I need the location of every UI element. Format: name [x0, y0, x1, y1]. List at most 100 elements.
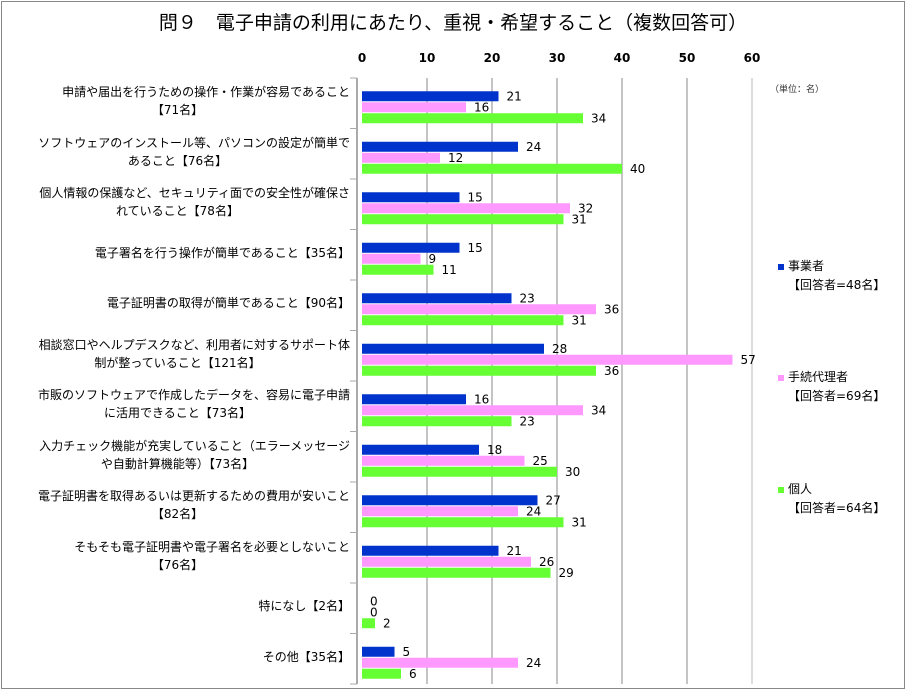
bar-1	[362, 102, 466, 113]
category-label: ソフトウェアのインストール等、パソコンの設定が簡単であること【76名】	[5, 134, 350, 170]
bar-2	[362, 517, 564, 528]
data-label: 57	[741, 353, 756, 367]
legend-note: 【回答者=48名】	[788, 278, 886, 292]
data-label: 0	[370, 594, 378, 608]
bar-1	[362, 304, 596, 315]
category-label-line: や自動計算機能等）【73名】	[100, 456, 255, 471]
bar-0	[362, 545, 499, 556]
data-label: 24	[526, 656, 541, 670]
data-label: 21	[507, 89, 522, 103]
data-label: 26	[539, 555, 554, 569]
data-label: 23	[520, 414, 535, 428]
bar-1	[362, 506, 518, 517]
data-label: 31	[572, 313, 587, 327]
category-label: 特になし【2名】	[5, 597, 350, 615]
bar-2	[362, 416, 512, 427]
bar-1	[362, 455, 525, 466]
data-label: 23	[520, 291, 535, 305]
data-label: 32	[578, 201, 593, 215]
category-label: その他【35名】	[5, 648, 350, 666]
bar-1	[362, 203, 570, 214]
data-label: 2	[383, 616, 391, 630]
legend-item: 個人 【回答者=64名】	[778, 480, 885, 518]
chart-title: 問９ 電子申請の利用にあたり、重視・希望すること（複数回答可）	[158, 12, 748, 34]
category-label-line: 入力チェック機能が充実していること（エラーメッセージ	[39, 438, 350, 453]
category-label: 相談窓口やヘルプデスクなど、利用者に対するサポート体制が整っていること【121名…	[5, 336, 350, 372]
data-label: 34	[591, 403, 606, 417]
legend-swatch	[778, 374, 784, 381]
legend-swatch	[778, 486, 784, 493]
bar-0	[362, 141, 518, 152]
legend-item: 事業者【回答者=48名】	[778, 257, 885, 295]
category-label: 個人情報の保護など、セキュリティ面での安全性が確保さ れていること【78名】	[5, 184, 350, 220]
category-label-line: 特になし【2名】	[258, 599, 350, 614]
bar-1	[362, 556, 531, 567]
bar-0	[362, 242, 460, 253]
bar-1	[362, 152, 440, 163]
bar-1	[362, 657, 518, 668]
bar-1	[362, 253, 421, 264]
data-label: 36	[604, 364, 619, 378]
x-tick-label: 60	[744, 51, 761, 65]
bar-0	[362, 293, 512, 304]
category-label-line: ソフトウェアのインストール等、パソコンの設定が簡単で	[38, 135, 350, 150]
data-label: 16	[474, 100, 489, 114]
data-label: 30	[565, 465, 580, 479]
bar-2	[362, 214, 564, 225]
category-label-line: 相談窓口やヘルプデスクなど、利用者に対するサポート体	[38, 337, 350, 352]
data-label: 25	[533, 454, 548, 468]
category-label-line: 電子証明書の取得が簡単であること【90名】	[106, 296, 350, 311]
bar-2	[362, 466, 557, 477]
category-label-line: 電子証明書を取得あるいは更新するための費用が安いこと	[37, 489, 350, 504]
bar-0	[362, 343, 544, 354]
data-label: 18	[487, 443, 502, 457]
data-label: 12	[448, 151, 463, 165]
data-label: 28	[552, 342, 567, 356]
category-label-line: 【71名】	[151, 103, 204, 118]
category-label-line: に活用できること【73名】	[103, 406, 252, 421]
x-tick-label: 40	[614, 51, 631, 65]
data-label: 24	[526, 140, 541, 154]
bar-2	[362, 163, 622, 174]
category-label-line: 【82名】	[151, 507, 204, 522]
bar-2	[362, 668, 401, 679]
bar-0	[362, 91, 499, 102]
data-label: 24	[526, 504, 541, 518]
category-label-line: 申請や届出を行うための操作・作業が容易であること	[62, 85, 350, 100]
category-label: 電子証明書を取得あるいは更新するための費用が安いこと【82名】	[5, 487, 350, 523]
bar-2	[362, 365, 596, 376]
bar-1	[362, 405, 583, 416]
unit-note: （単位：名）	[770, 85, 825, 95]
category-label-line: そもそも電子証明書や電子署名を必要としないこと	[74, 539, 350, 554]
data-label: 27	[546, 493, 561, 507]
category-label: そもそも電子証明書や電子署名を必要としないこと【76名】	[5, 538, 350, 574]
bar-2	[362, 315, 564, 326]
data-label: 5	[403, 645, 411, 659]
bar-0	[362, 646, 395, 657]
bar-0	[362, 394, 466, 405]
legend-name: 事業者	[788, 259, 825, 273]
category-label-line: その他【35名】	[262, 649, 350, 664]
category-label: 電子署名を行う操作が簡単であること【35名】	[5, 244, 350, 262]
bar-0	[362, 495, 538, 506]
data-label: 0	[370, 605, 378, 619]
x-tick-label: 20	[484, 51, 501, 65]
bar-2	[362, 567, 551, 578]
data-label: 31	[572, 515, 587, 529]
data-label: 15	[468, 190, 483, 204]
data-label: 36	[604, 302, 619, 316]
category-label: 入力チェック機能が充実していること（エラーメッセージや自動計算機能等）【73名】	[5, 437, 350, 473]
legend-item: 手続代理者 【回答者=69名】	[778, 368, 885, 406]
category-label-line: 市販のソフトウェアで作成したデータを、容易に電子申請	[37, 388, 350, 403]
legend-swatch	[778, 263, 784, 270]
x-tick-label: 0	[358, 51, 366, 65]
x-tick-label: 10	[419, 51, 436, 65]
data-label: 16	[474, 392, 489, 406]
category-label: 市販のソフトウェアで作成したデータを、容易に電子申請に活用できること【73名】	[5, 386, 350, 422]
data-label: 31	[572, 212, 587, 226]
category-label-line: あること【76名】	[127, 153, 228, 168]
category-label-line: 【76名】	[151, 557, 204, 572]
category-label-line: 制が整っていること【121名】	[94, 355, 261, 370]
